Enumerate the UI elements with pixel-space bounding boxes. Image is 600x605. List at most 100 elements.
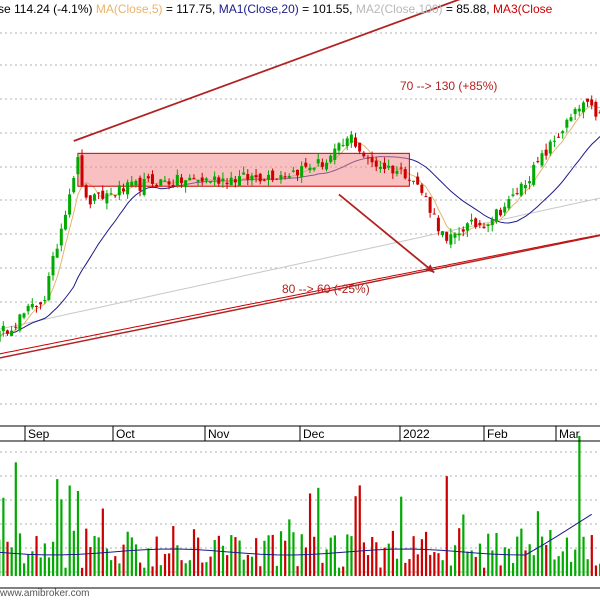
candle-body — [395, 171, 398, 174]
volume-bar — [400, 497, 402, 576]
ma1-value: = 101.55, — [302, 2, 352, 16]
upper-trend-annotation: 70 --> 130 (+85%) — [400, 79, 497, 93]
candle-body — [93, 194, 96, 201]
volume-bar — [309, 493, 311, 576]
volume-bar — [19, 533, 21, 576]
volume-bar — [421, 539, 423, 576]
volume-bar — [578, 436, 580, 576]
candle-body — [337, 143, 340, 150]
candle-body — [375, 161, 378, 167]
volume-bar — [512, 563, 514, 576]
volume-bar — [396, 559, 398, 576]
ma2-line — [0, 198, 600, 330]
volume-bar — [338, 568, 340, 576]
x-tick-label: 2022 — [403, 427, 430, 441]
candle-body — [569, 117, 572, 121]
candle-body — [130, 182, 133, 186]
volume-bar — [135, 544, 137, 576]
candle-body — [101, 191, 104, 199]
volume-bar — [570, 562, 572, 576]
volume-bar — [222, 546, 224, 576]
volume-bar — [313, 537, 315, 576]
volume-bar — [417, 554, 419, 576]
volume-bar — [151, 566, 153, 576]
candle-body — [516, 193, 519, 194]
volume-bar — [450, 566, 452, 576]
candle-body — [168, 181, 171, 184]
candle-body — [2, 326, 5, 331]
candle-body — [441, 231, 444, 235]
candle-body — [528, 181, 531, 183]
volume-bar — [321, 563, 323, 576]
ma2-value: = 85.88, — [446, 2, 490, 16]
candle-body — [574, 109, 577, 114]
volume-bar — [139, 563, 141, 576]
volume-bar — [284, 541, 286, 576]
volume-bar — [574, 550, 576, 576]
volume-bar — [553, 559, 555, 576]
volume-bar — [371, 537, 373, 576]
volume-bar — [44, 543, 46, 576]
volume-bar — [363, 542, 365, 576]
candle-body — [27, 306, 30, 311]
candle-body — [259, 174, 262, 181]
candle-body — [333, 149, 336, 160]
candle-body — [118, 185, 121, 195]
volume-bar — [23, 563, 25, 576]
volume-bar — [27, 555, 29, 576]
volume-bar — [429, 555, 431, 576]
upper-trendline — [74, 0, 600, 141]
volume-bar — [388, 544, 390, 576]
volume-bar — [305, 547, 307, 576]
candle-body — [47, 276, 50, 300]
ma5-value: = 117.75, — [166, 2, 216, 16]
candle-body — [110, 193, 113, 194]
candle-body — [18, 314, 21, 330]
volume-bar — [367, 555, 369, 576]
candle-body — [582, 102, 585, 112]
volume-bar — [168, 553, 170, 576]
candle-body — [184, 180, 187, 187]
volume-bar — [11, 547, 13, 576]
candle-body — [487, 224, 490, 226]
candle-body — [217, 177, 220, 183]
candle-body — [255, 175, 258, 177]
volume-bar — [582, 537, 584, 576]
x-tick-label: Mar — [559, 427, 580, 441]
candle-body — [429, 197, 432, 213]
candle-body — [462, 229, 465, 231]
candle-body — [424, 196, 427, 197]
candle-body — [391, 166, 394, 174]
candle-body — [213, 177, 216, 180]
candle-body — [6, 330, 9, 333]
volume-bar — [442, 560, 444, 576]
volume-bar — [189, 560, 191, 576]
volume-bar — [549, 530, 551, 576]
candle-body — [209, 182, 212, 183]
candle-body — [39, 302, 42, 304]
volume-bar — [334, 535, 336, 576]
candle-body — [474, 218, 477, 227]
volume-bar — [172, 526, 174, 576]
candle-body — [466, 223, 469, 230]
volume-bar — [483, 568, 485, 576]
volume-bar — [35, 536, 37, 576]
candle-body — [590, 100, 593, 106]
candle-body — [68, 194, 71, 214]
candle-body — [350, 135, 353, 143]
volume-bar — [479, 544, 481, 576]
candle-body — [143, 179, 146, 195]
volume-bar — [537, 511, 539, 576]
candle-body — [366, 158, 369, 159]
lower-trend-annotation: 80 --> 60 (-25%) — [282, 282, 370, 296]
volume-bar — [317, 488, 319, 576]
candle-body — [445, 232, 448, 241]
candle-body — [122, 188, 125, 191]
volume-bar — [48, 557, 50, 576]
volume-bar — [425, 532, 427, 576]
x-tick-label: Sep — [28, 427, 50, 441]
volume-bar — [475, 557, 477, 576]
volume-bar — [379, 567, 381, 576]
